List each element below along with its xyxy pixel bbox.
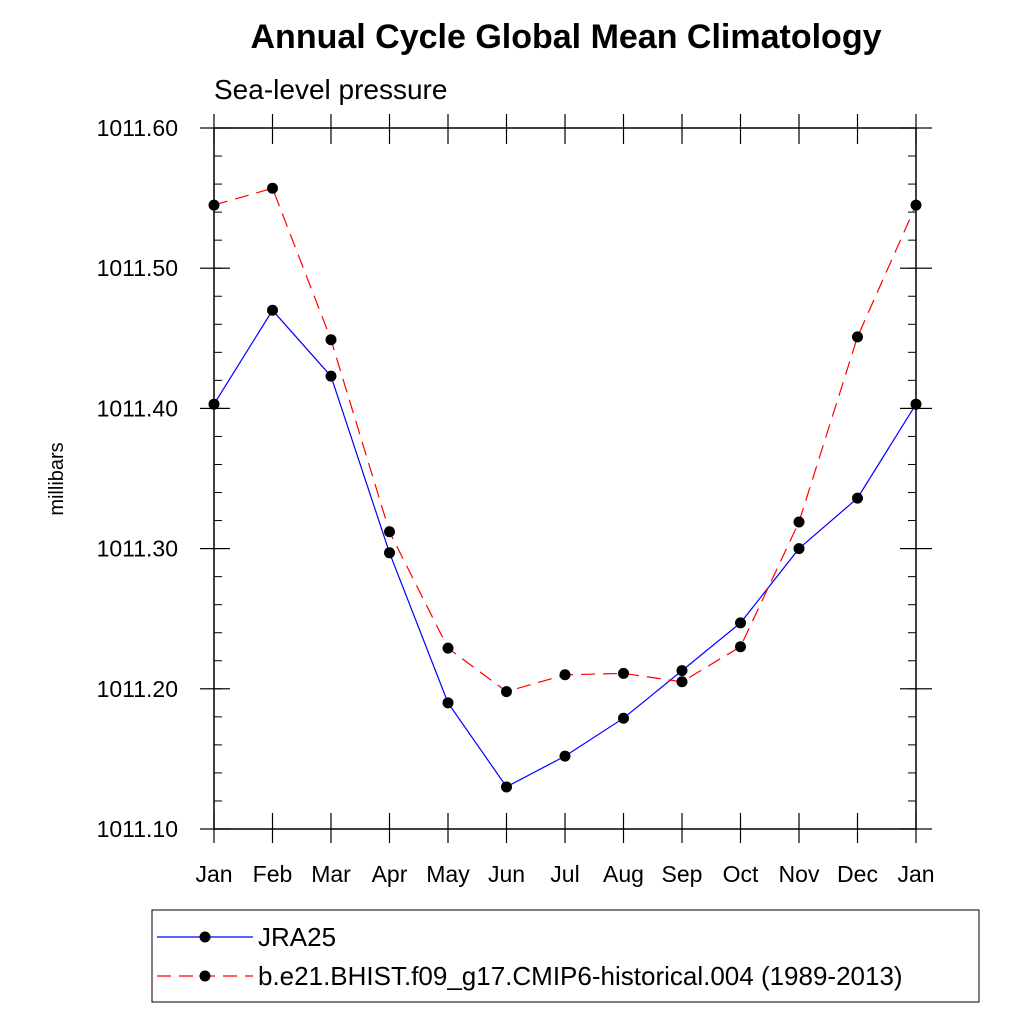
minor-ticks xyxy=(214,127,916,830)
series-1-point xyxy=(267,304,278,316)
x-tick-label: Aug xyxy=(603,861,644,887)
series-1-point xyxy=(735,617,746,629)
series-1-point xyxy=(501,781,512,793)
x-tick-label: Oct xyxy=(723,861,759,887)
y-tick-label: 1011.20 xyxy=(97,676,178,702)
legend-box xyxy=(151,909,980,1003)
series-2-point xyxy=(501,686,512,698)
series-1-point xyxy=(793,543,805,555)
legend-label-1: JRA25 xyxy=(258,922,336,952)
y-tick-label: 1011.60 xyxy=(97,115,178,141)
x-tick-labels: Jan Feb Mar Apr May Jun Jul Aug Sep Oct Nov Dec Jan xyxy=(195,861,934,887)
legend-label-2: b.e21.BHIST.f09_g17.CMIP6-historical.004… xyxy=(258,961,903,991)
series-1-point xyxy=(559,750,571,762)
x-tick-label: Sep xyxy=(662,861,703,887)
y-tick-labels: 1011.10 1011.20 1011.30 1011.40 1011.50 1011.… xyxy=(97,115,178,842)
series-1-point xyxy=(618,712,629,724)
series-2-point xyxy=(852,331,863,343)
y-tick-label: 1011.40 xyxy=(97,395,178,421)
series-1-point xyxy=(384,547,395,559)
series-2-point xyxy=(325,334,337,346)
x-tick-label: Jun xyxy=(488,861,525,887)
y-tick-label: 1011.10 xyxy=(97,816,178,842)
x-tick-label: Nov xyxy=(779,861,820,887)
series-2-point xyxy=(267,182,278,194)
series-2-point xyxy=(618,667,629,679)
series-2-point xyxy=(735,641,746,653)
series-line-2 xyxy=(213,187,917,693)
series-1-point xyxy=(852,492,863,504)
series-layer xyxy=(208,182,922,793)
x-tick-label: Jul xyxy=(550,861,579,887)
x-tick-label: May xyxy=(426,861,470,887)
series-line-1 xyxy=(213,309,917,788)
series-1-point xyxy=(325,370,337,382)
series-2-point xyxy=(384,526,395,538)
series-1-point xyxy=(676,665,688,677)
y-tick-label: 1011.50 xyxy=(97,255,178,281)
chart-title: Annual Cycle Global Mean Climatology xyxy=(251,18,882,56)
series-2-point xyxy=(442,642,454,654)
x-tick-label: Dec xyxy=(837,861,878,887)
series-2-point xyxy=(793,516,805,528)
legend-marker-1 xyxy=(199,931,211,943)
legend: JRA25 b.e21.BHIST.f09_g17.CMIP6-historica… xyxy=(151,909,980,1003)
x-tick-label: Jan xyxy=(897,861,934,887)
plot-frame xyxy=(213,127,917,830)
y-axis-label: millibars xyxy=(46,442,68,515)
series-2-point xyxy=(676,676,688,688)
x-tick-label: Feb xyxy=(253,861,293,887)
series-1-point xyxy=(442,697,454,709)
legend-marker-2 xyxy=(199,970,211,982)
x-tick-label: Apr xyxy=(372,861,408,887)
y-tick-label: 1011.30 xyxy=(97,536,178,562)
major-ticks xyxy=(200,114,932,843)
series-2-point xyxy=(559,669,571,681)
legend-entries: JRA25 b.e21.BHIST.f09_g17.CMIP6-historica… xyxy=(157,922,903,991)
x-tick-label: Mar xyxy=(311,861,351,887)
chart-subtitle: Sea-level pressure xyxy=(214,74,447,105)
x-tick-label: Jan xyxy=(195,861,232,887)
